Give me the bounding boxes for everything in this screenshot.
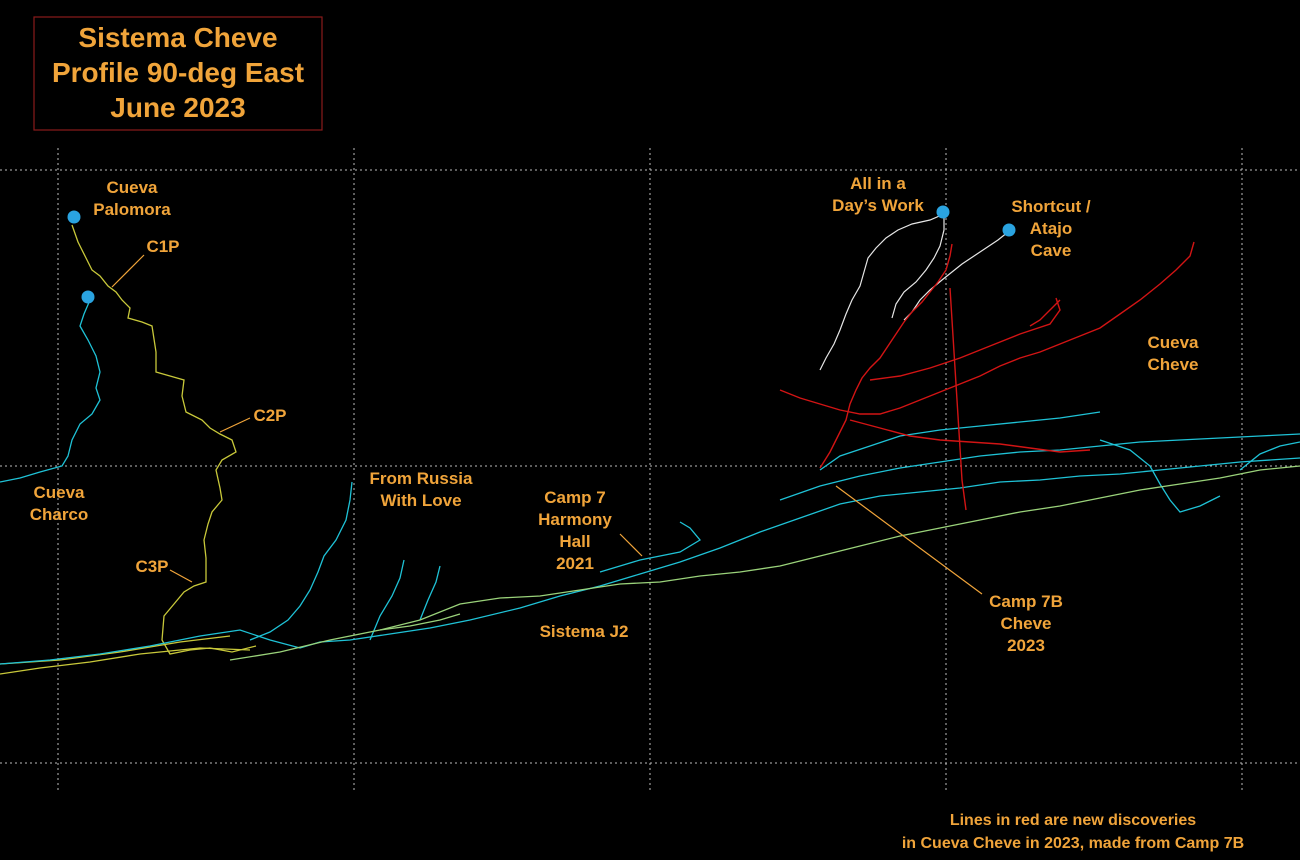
charco-survey [0, 299, 1300, 665]
days-work-entrance-marker [936, 205, 950, 219]
labels: Cueva Palomora C1P C2P C3P Cueva Charco … [30, 174, 1199, 655]
new-2023-survey [779, 241, 1195, 511]
label-shortcut-2: Atajo [1030, 219, 1073, 238]
label-russia-1: From Russia [370, 469, 474, 488]
label-shortcut-3: Cave [1031, 241, 1072, 260]
label-camp7b-1: Camp 7B [989, 592, 1063, 611]
days-work-survey [819, 213, 1009, 371]
title-line-1: Sistema Cheve [78, 22, 277, 53]
label-camp7b-2: Cheve [1000, 614, 1051, 633]
palomora-entrance-marker [67, 210, 81, 224]
title-box: Sistema Cheve Profile 90-deg East June 2… [33, 16, 323, 131]
label-cheve-1: Cueva [1147, 333, 1199, 352]
charco-entrance-marker [81, 290, 95, 304]
label-days-work-1: All in a [850, 174, 906, 193]
label-palomora-2: Palomora [93, 200, 171, 219]
label-c3p: C3P [135, 557, 168, 576]
label-russia-2: With Love [380, 491, 461, 510]
label-camp7-2: Harmony [538, 510, 612, 529]
label-camp7-4: 2021 [556, 554, 594, 573]
note-line-1: Lines in red are new discoveries [950, 812, 1196, 829]
label-c1p: C1P [146, 237, 179, 256]
shortcut-entrance-marker [1002, 223, 1016, 237]
label-cheve-2: Cheve [1147, 355, 1198, 374]
entrances [67, 205, 1016, 304]
label-days-work-2: Day’s Work [832, 196, 924, 215]
label-camp7b-3: 2023 [1007, 636, 1045, 655]
label-c2p: C2P [253, 406, 286, 425]
j2-survey [229, 465, 1300, 661]
grid [0, 148, 1300, 790]
label-camp7-3: Hall [559, 532, 590, 551]
label-camp7-1: Camp 7 [544, 488, 605, 507]
label-charco-2: Charco [30, 505, 89, 524]
palomora-survey [0, 224, 257, 675]
title-line-3: June 2023 [110, 92, 245, 123]
label-charco-1: Cueva [33, 483, 85, 502]
title-line-2: Profile 90-deg East [52, 57, 304, 88]
note: Lines in red are new discoveries in Cuev… [902, 812, 1244, 852]
label-shortcut-1: Shortcut / [1011, 197, 1091, 216]
label-j2: Sistema J2 [540, 622, 629, 641]
note-line-2: in Cueva Cheve in 2023, made from Camp 7… [902, 835, 1244, 852]
label-palomora-1: Cueva [106, 178, 158, 197]
leader-lines [111, 254, 983, 595]
